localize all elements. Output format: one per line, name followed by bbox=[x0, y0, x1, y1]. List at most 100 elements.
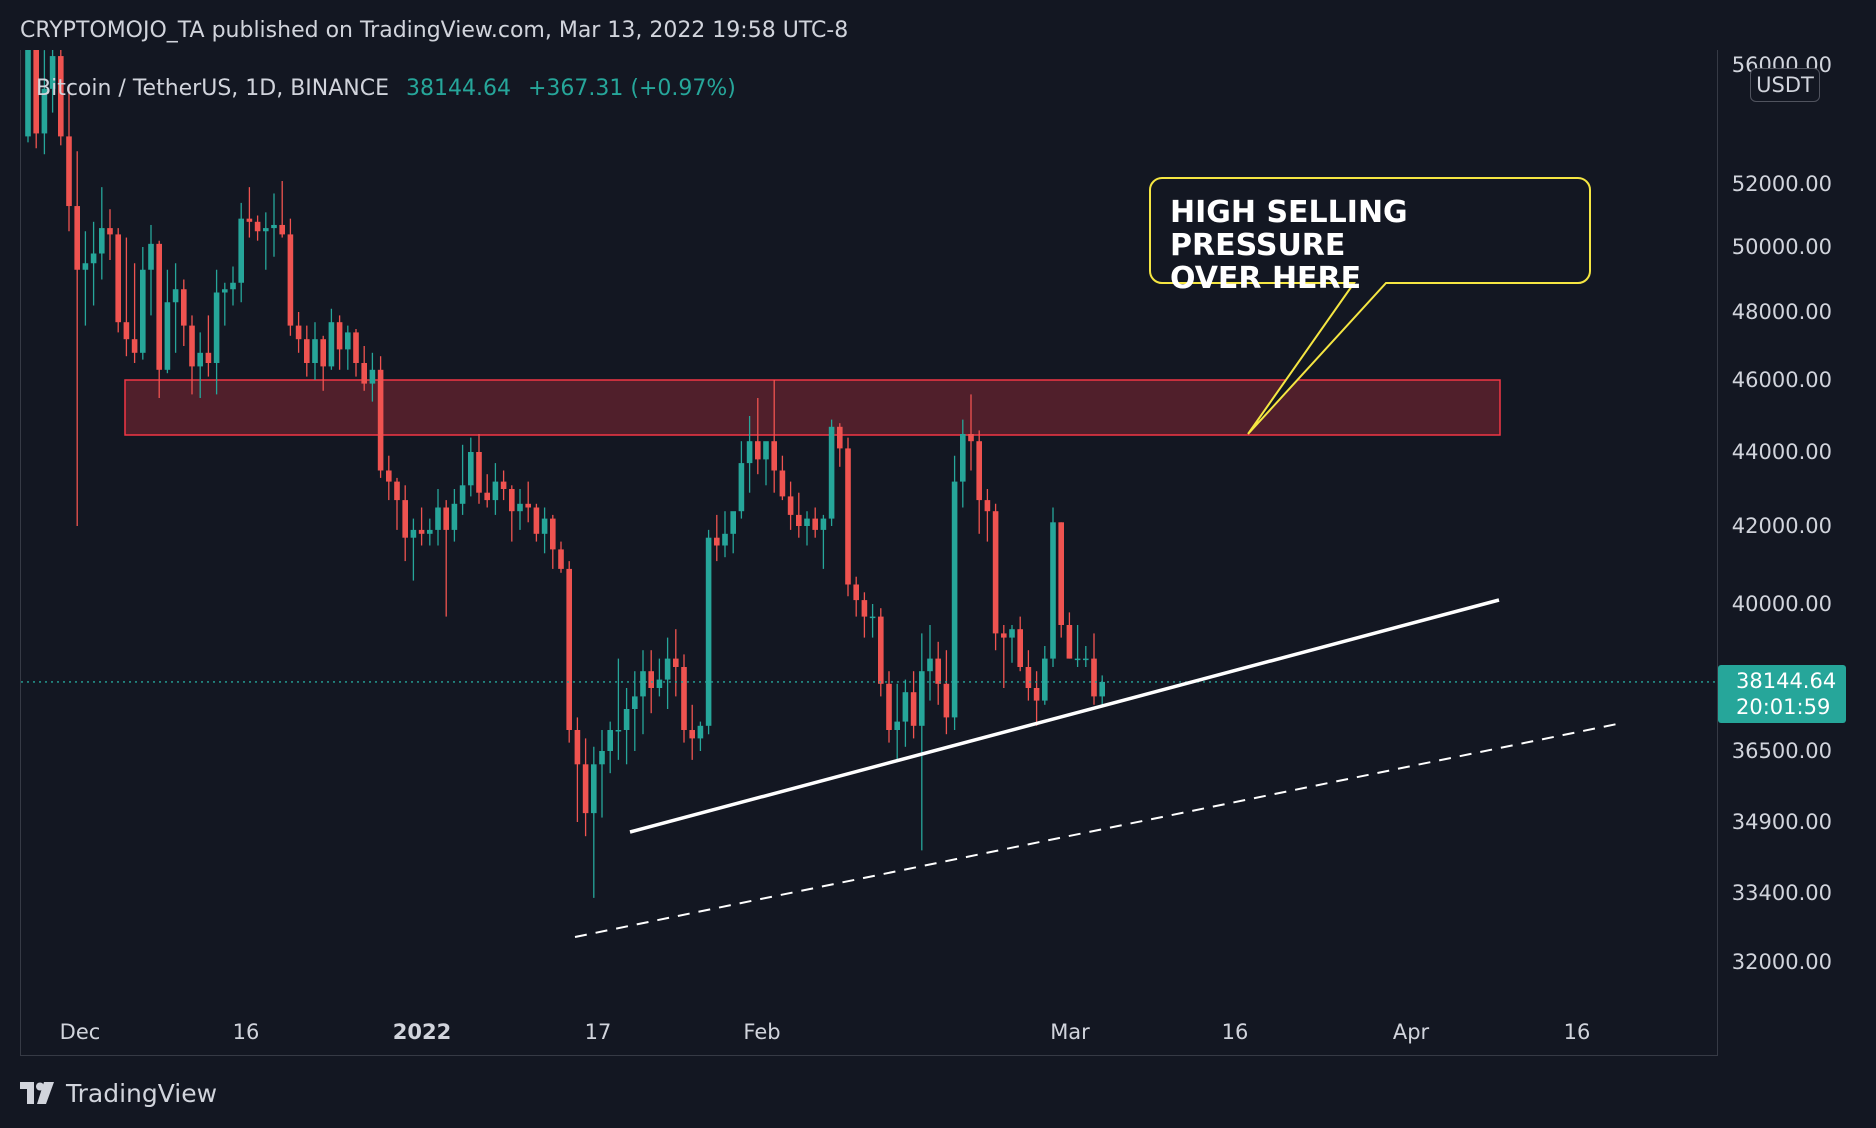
candle-body bbox=[681, 667, 687, 730]
candle-body bbox=[468, 452, 474, 486]
candle-body bbox=[66, 136, 72, 207]
candle-body bbox=[58, 56, 64, 137]
candle-body bbox=[140, 269, 146, 353]
candle bbox=[525, 481, 531, 523]
candle bbox=[369, 352, 376, 402]
candle bbox=[418, 507, 425, 546]
candle-body bbox=[1050, 522, 1056, 659]
candle-body bbox=[451, 503, 458, 530]
candle-body bbox=[697, 725, 704, 739]
x-tick-label: Apr bbox=[1393, 1020, 1430, 1044]
candle bbox=[213, 269, 220, 395]
candle-body bbox=[1074, 658, 1081, 661]
candle bbox=[205, 315, 212, 377]
x-tick-label: 17 bbox=[585, 1020, 612, 1044]
candle-body bbox=[509, 489, 515, 512]
candle-body bbox=[1025, 667, 1032, 688]
candle bbox=[566, 561, 572, 743]
candle-body bbox=[336, 322, 343, 350]
candle-body bbox=[369, 369, 376, 384]
candle-body bbox=[566, 568, 572, 730]
candle bbox=[878, 608, 884, 697]
candle bbox=[558, 541, 564, 573]
x-tick-label: Feb bbox=[743, 1020, 780, 1044]
candle-body bbox=[1083, 658, 1089, 661]
candle-body bbox=[951, 481, 958, 718]
candle-body bbox=[246, 218, 253, 222]
x-tick-label: Mar bbox=[1050, 1020, 1090, 1044]
candle bbox=[509, 485, 515, 542]
candle bbox=[271, 193, 277, 257]
candle bbox=[484, 474, 490, 508]
candle bbox=[968, 394, 974, 471]
candle-body bbox=[115, 234, 121, 323]
support-trendline bbox=[629, 598, 1500, 834]
candle-body bbox=[1017, 629, 1023, 667]
y-tick-label: 40000.00 bbox=[1732, 592, 1832, 616]
candle bbox=[451, 489, 458, 542]
candle-body bbox=[558, 549, 564, 569]
candle-body bbox=[853, 584, 859, 601]
candle-body bbox=[427, 529, 433, 534]
candle-body bbox=[123, 322, 130, 340]
candle-body bbox=[205, 352, 212, 363]
candle-body bbox=[172, 289, 179, 303]
candle-body bbox=[689, 730, 695, 739]
candle bbox=[1050, 507, 1056, 667]
last-price-value: 38144.64 bbox=[1736, 669, 1837, 693]
candle-body bbox=[181, 289, 187, 326]
candle bbox=[869, 604, 876, 638]
candle-body bbox=[320, 339, 326, 367]
x-tick-label: 16 bbox=[1564, 1020, 1591, 1044]
symbol-change: +367.31 (+0.97%) bbox=[528, 76, 736, 101]
candle-body bbox=[869, 616, 876, 619]
candle bbox=[755, 398, 761, 475]
currency-badge[interactable]: USDT bbox=[1750, 68, 1820, 102]
candle-body bbox=[353, 332, 359, 363]
candle-body bbox=[443, 507, 449, 530]
candle-body bbox=[435, 507, 441, 530]
y-tick-label: 36500.00 bbox=[1732, 739, 1832, 763]
candle bbox=[263, 212, 269, 270]
candle bbox=[796, 492, 802, 538]
candle-body bbox=[222, 289, 228, 293]
candle bbox=[345, 325, 351, 370]
candle-body bbox=[992, 511, 999, 634]
candle bbox=[238, 202, 244, 303]
candle-body bbox=[746, 441, 753, 464]
x-tick-label: 16 bbox=[233, 1020, 260, 1044]
candle bbox=[197, 332, 203, 398]
candle bbox=[287, 218, 294, 336]
candle-body bbox=[189, 325, 195, 367]
candle bbox=[919, 633, 925, 851]
candle-body bbox=[279, 224, 285, 235]
candle bbox=[599, 730, 605, 818]
callout-box bbox=[1149, 177, 1591, 435]
candle-body bbox=[386, 470, 392, 482]
candle bbox=[66, 85, 72, 232]
candle bbox=[107, 209, 113, 260]
symbol-name: Bitcoin / TetherUS, 1D, BINANCE bbox=[36, 76, 390, 101]
candle-body bbox=[804, 518, 810, 526]
candle-body bbox=[492, 481, 499, 501]
candle bbox=[861, 592, 868, 638]
candle-body bbox=[271, 224, 277, 229]
candle-body bbox=[771, 441, 777, 471]
candle-body bbox=[361, 363, 367, 384]
candle bbox=[254, 215, 261, 241]
candle-body bbox=[919, 671, 925, 726]
candle bbox=[435, 489, 441, 546]
candle-body bbox=[787, 496, 794, 515]
candle-body bbox=[1042, 658, 1048, 701]
candle bbox=[476, 434, 482, 504]
candle-body bbox=[837, 426, 843, 449]
candle bbox=[656, 658, 663, 697]
candle bbox=[58, 50, 64, 146]
candle bbox=[943, 650, 950, 735]
candle-body bbox=[418, 529, 425, 534]
candle bbox=[468, 437, 474, 497]
candle bbox=[1091, 633, 1097, 705]
candle bbox=[90, 221, 97, 306]
candle bbox=[960, 419, 966, 508]
